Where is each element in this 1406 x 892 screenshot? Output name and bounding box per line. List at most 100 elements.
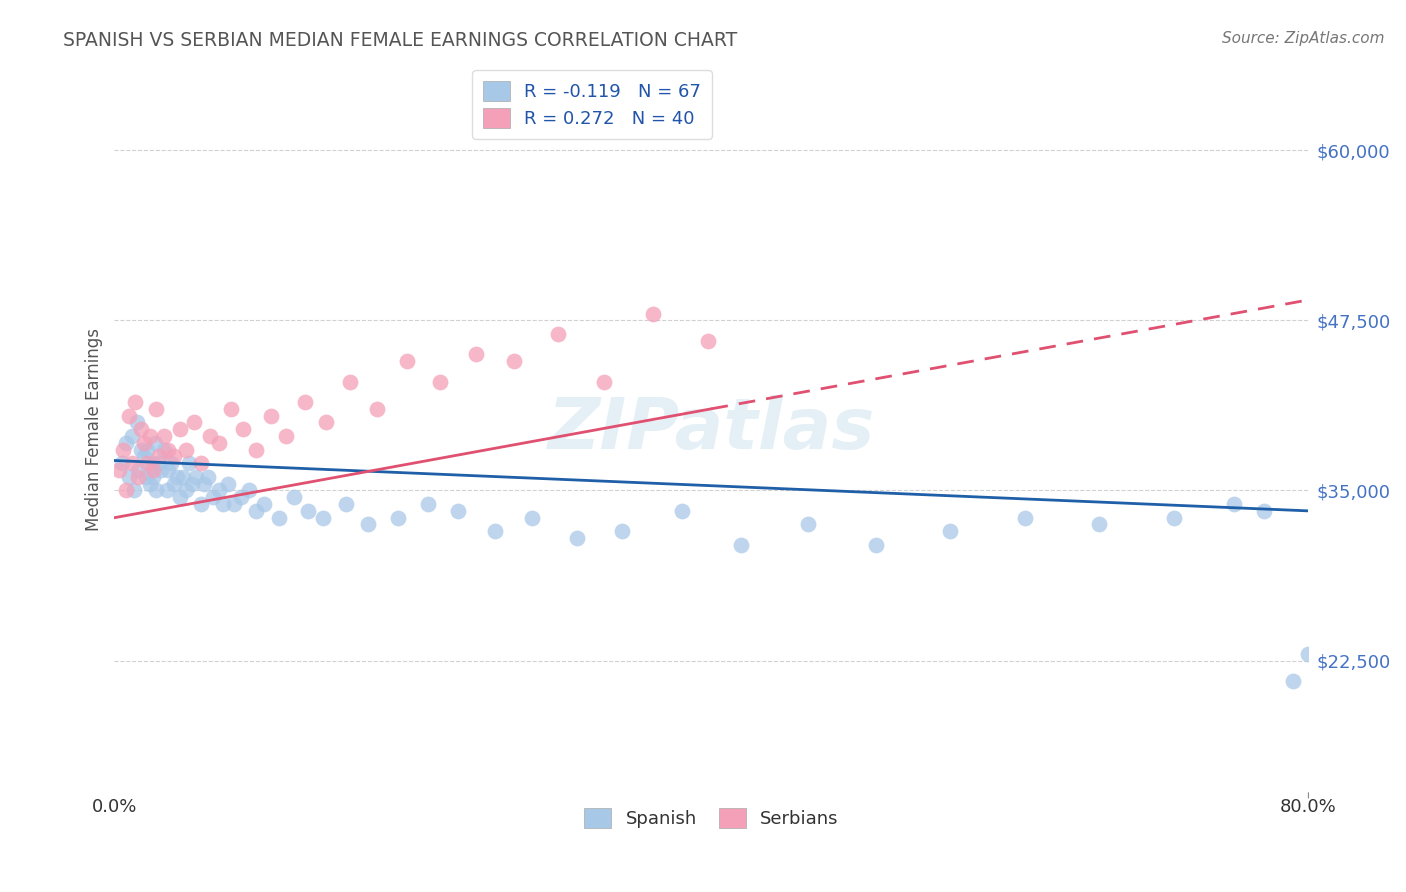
Point [201,490,224,504]
Point [1088,517,1111,532]
Point [190,456,212,470]
Point [238,483,260,498]
Point [129,422,152,436]
Point [208,435,231,450]
Point [208,483,231,498]
Point [315,416,337,430]
Point [335,497,357,511]
Point [610,524,633,539]
Point [312,510,335,524]
Point [1298,647,1320,661]
Text: SPANISH VS SERBIAN MEDIAN FEMALE EARNINGS CORRELATION CHART: SPANISH VS SERBIAN MEDIAN FEMALE EARNING… [63,31,738,50]
Point [125,416,148,430]
Point [177,456,200,470]
Point [127,470,149,484]
Point [219,401,242,416]
Point [671,504,693,518]
Point [387,510,409,524]
Point [190,497,212,511]
Point [172,470,194,484]
Point [148,456,170,470]
Point [186,470,208,484]
Point [267,510,290,524]
Point [484,524,506,539]
Point [503,354,526,368]
Point [274,429,297,443]
Point [464,347,486,361]
Point [139,476,162,491]
Point [148,450,170,464]
Point [547,326,569,341]
Point [136,442,159,457]
Point [1223,497,1246,511]
Point [142,470,165,484]
Point [565,531,588,545]
Point [163,476,186,491]
Point [143,435,166,450]
Point [1163,510,1185,524]
Point [121,456,143,470]
Point [124,395,146,409]
Point [1282,673,1305,688]
Point [157,463,180,477]
Point [197,470,219,484]
Point [136,456,159,470]
Point [797,517,820,532]
Point [108,463,131,477]
Point [429,375,451,389]
Point [198,429,221,443]
Point [260,409,283,423]
Point [297,504,319,518]
Point [111,456,134,470]
Point [1014,510,1036,524]
Legend: Spanish, Serbians: Spanish, Serbians [576,801,846,835]
Point [122,483,145,498]
Point [395,354,418,368]
Point [447,504,470,518]
Point [939,524,962,539]
Point [118,470,141,484]
Point [156,483,179,498]
Point [134,450,156,464]
Point [163,450,186,464]
Point [174,442,197,457]
Point [593,375,616,389]
Point [121,429,143,443]
Point [174,483,197,498]
Point [283,490,305,504]
Point [730,538,752,552]
Point [152,429,174,443]
Point [129,442,152,457]
Text: ZIPatlas: ZIPatlas [548,395,875,464]
Point [149,463,172,477]
Point [232,422,254,436]
Point [135,470,157,484]
Point [169,422,191,436]
Point [145,483,167,498]
Point [294,395,316,409]
Point [212,497,235,511]
Point [115,483,138,498]
Point [139,429,162,443]
Point [1253,504,1275,518]
Point [245,442,267,457]
Point [339,375,361,389]
Point [643,306,665,320]
Point [522,510,544,524]
Point [142,463,165,477]
Point [222,497,245,511]
Y-axis label: Median Female Earnings: Median Female Earnings [86,327,103,531]
Text: Source: ZipAtlas.com: Source: ZipAtlas.com [1222,31,1385,46]
Point [181,476,204,491]
Point [193,476,215,491]
Point [169,490,191,504]
Point [118,409,141,423]
Point [166,470,188,484]
Point [145,401,167,416]
Point [416,497,439,511]
Point [865,538,887,552]
Point [253,497,276,511]
Point [127,463,149,477]
Point [141,456,163,470]
Point [231,490,253,504]
